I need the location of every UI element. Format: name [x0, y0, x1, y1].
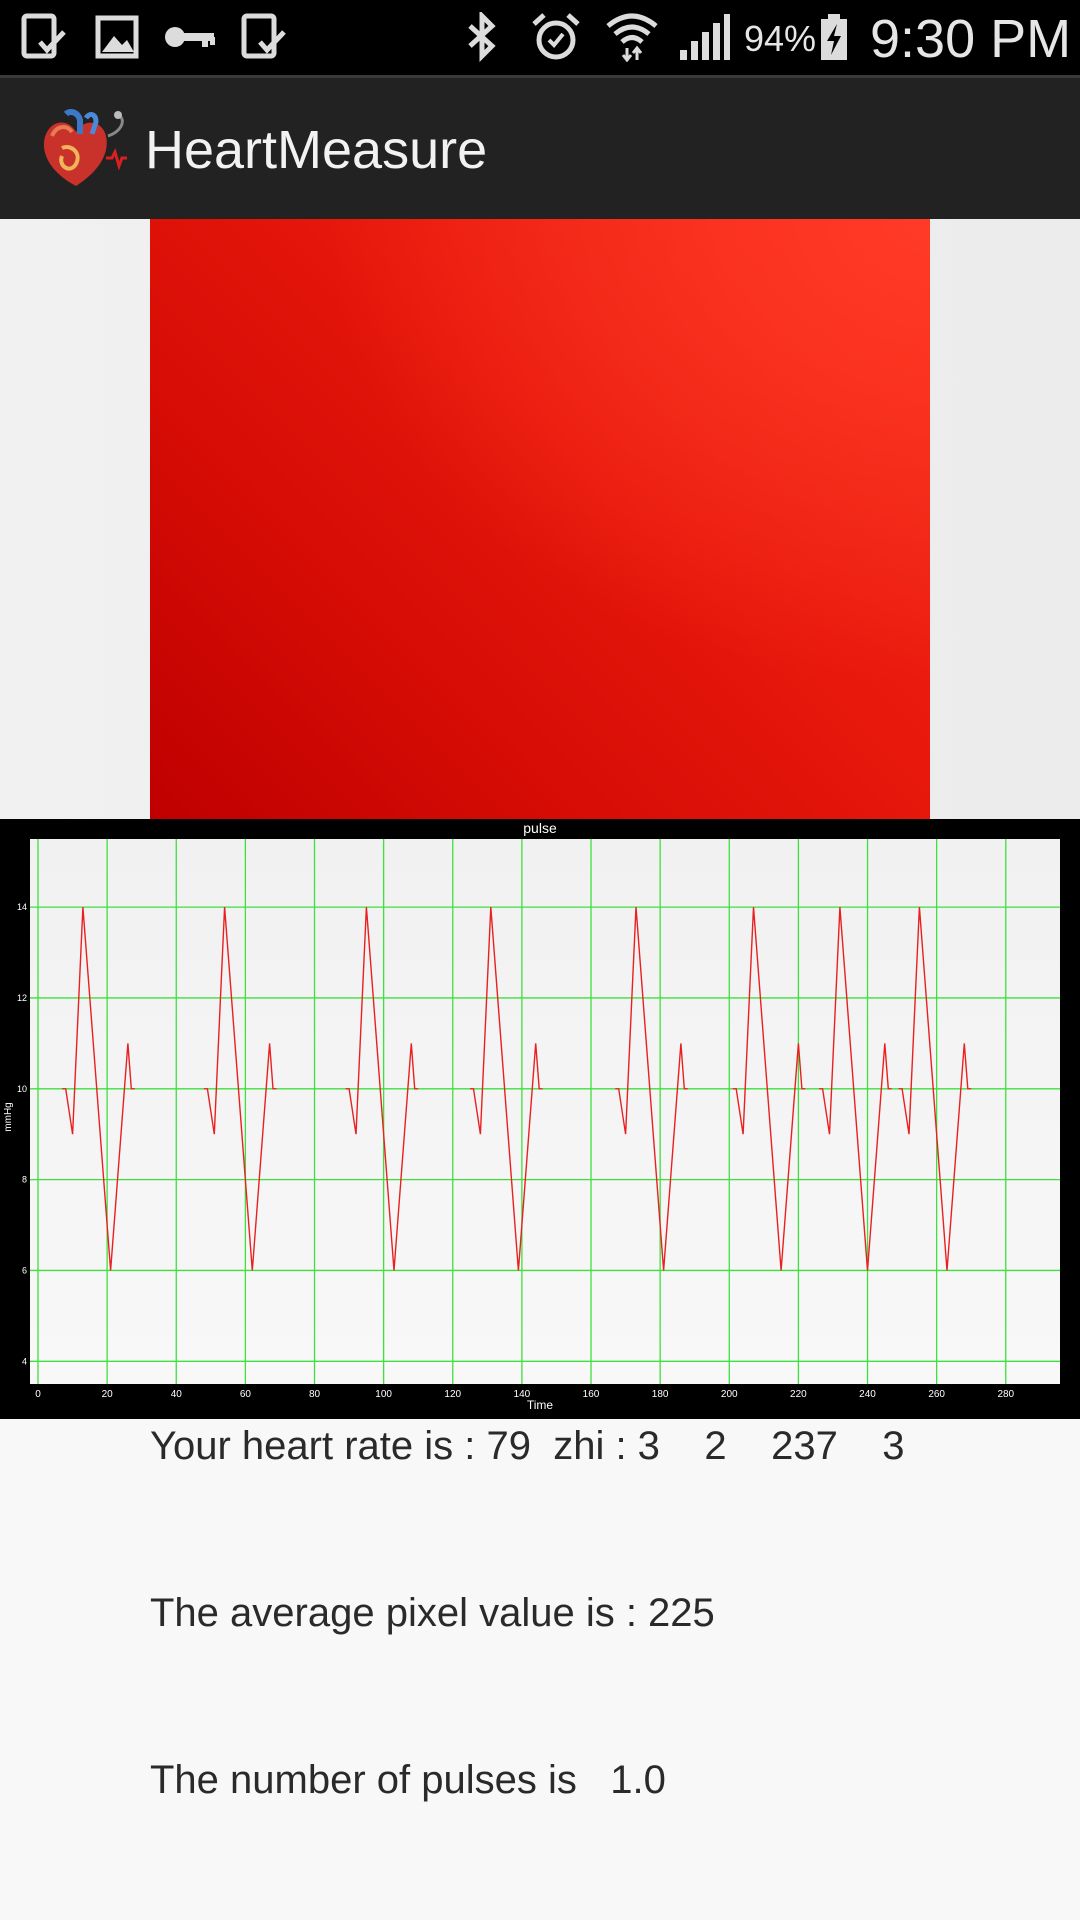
average-pixel-text: The average pixel value is : 225	[150, 1591, 715, 1635]
pulse-count-text: The number of pulses is 1.0	[150, 1758, 666, 1802]
x-tick-label: 120	[444, 1389, 461, 1400]
chart-title: pulse	[523, 820, 557, 836]
battery-charging-icon	[821, 14, 847, 60]
x-tick-label: 140	[514, 1389, 531, 1400]
pulse-series-line	[345, 907, 419, 1271]
pulse-series-line	[898, 907, 972, 1271]
signal-icon	[680, 14, 730, 60]
y-tick-label: 6	[22, 1265, 27, 1275]
y-tick-label: 4	[22, 1356, 27, 1366]
clock: 9:30 PM	[870, 9, 1072, 69]
y-tick-label: 12	[17, 993, 27, 1003]
x-tick-label: 180	[652, 1389, 669, 1400]
pulse-chart-svg: 0 20 40 60 80 100 120 140 160 180 200 220 240 260 280 …	[3, 820, 1060, 1412]
pulse-series-line	[819, 907, 892, 1271]
pulse-chart: 0 20 40 60 80 100 120 140 160 180 200 220 240 260 280 …	[0, 819, 1080, 1419]
pulse-series-line	[203, 907, 277, 1271]
y-tick-label: 8	[22, 1175, 27, 1185]
x-tick-label: 60	[240, 1389, 252, 1400]
pulse-series-line	[615, 907, 688, 1271]
download-complete-icon	[241, 13, 286, 59]
x-tick-label: 40	[171, 1389, 183, 1400]
plot-area	[30, 839, 1060, 1384]
heart-rate-text: Your heart rate is : 79 zhi : 3 2 237 3	[150, 1424, 905, 1468]
x-axis-label: Time	[527, 1398, 554, 1412]
download-complete-icon	[21, 13, 66, 59]
pulse-series-line	[62, 907, 135, 1271]
y-tick-label: 14	[17, 902, 27, 912]
action-bar: HeartMeasure	[0, 75, 1080, 219]
pulse-series-line	[732, 907, 806, 1271]
wifi-icon	[606, 13, 658, 62]
x-tick-label: 80	[309, 1389, 321, 1400]
x-tick-label: 0	[35, 1389, 41, 1400]
x-tick-label: 20	[102, 1389, 114, 1400]
status-bar: 94% 9:30 PM	[0, 0, 1080, 75]
x-tick-label: 260	[928, 1389, 945, 1400]
x-tick-label: 100	[375, 1389, 392, 1400]
x-tick-label: 280	[997, 1389, 1014, 1400]
x-tick-label: 220	[790, 1389, 807, 1400]
bluetooth-icon	[468, 12, 496, 62]
vpn-key-icon	[165, 27, 215, 47]
y-tick-label: 10	[17, 1084, 27, 1094]
battery-percent: 94%	[744, 18, 817, 59]
pulse-series-line	[470, 907, 543, 1271]
y-axis-label: mmHg	[3, 1102, 14, 1131]
app-title: HeartMeasure	[145, 120, 488, 180]
image-icon	[95, 15, 139, 59]
alarm-icon	[532, 13, 580, 60]
x-tick-label: 160	[583, 1389, 600, 1400]
camera-area	[0, 219, 1080, 819]
camera-preview	[150, 219, 930, 819]
x-tick-label: 200	[721, 1389, 738, 1400]
x-tick-label: 240	[859, 1389, 876, 1400]
heart-stethoscope-icon[interactable]	[36, 108, 128, 192]
